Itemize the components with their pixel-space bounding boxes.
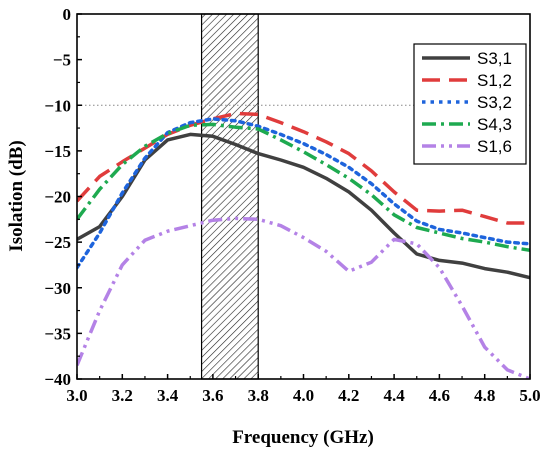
legend-box xyxy=(413,43,527,165)
y-tick-label: −20 xyxy=(44,188,71,207)
x-axis-title: Frequency (GHz) xyxy=(232,427,374,448)
x-tick-label: 4.4 xyxy=(383,386,405,405)
x-tick-label: 4.2 xyxy=(338,386,359,405)
x-tick-label: 3.4 xyxy=(157,386,179,405)
x-tick-label: 4.6 xyxy=(429,386,450,405)
series-line-4 xyxy=(77,216,530,379)
shaded-band-layer xyxy=(200,13,259,380)
y-tick-label: −5 xyxy=(53,51,71,70)
x-tick-label: 3.0 xyxy=(66,386,87,405)
y-tick-label: −30 xyxy=(44,279,71,298)
y-axis-title: Isolation (dB) xyxy=(6,140,27,251)
x-tick-label: 3.2 xyxy=(112,386,133,405)
x-tick-label: 5.0 xyxy=(519,386,540,405)
legend-label-0: S3,1 xyxy=(477,49,512,68)
x-tick-label: 4.8 xyxy=(474,386,495,405)
series-line-2 xyxy=(77,117,530,270)
y-tick-label: −10 xyxy=(44,96,71,115)
axes: 3.0 3.2 3.4 3.6 3.8 4.0 4.2 4.4 4.6 4.8 5.0 0 −5 −10 −… xyxy=(44,5,540,405)
y-tick-label: 0 xyxy=(63,5,72,24)
y-tick-label: −35 xyxy=(44,324,71,343)
series-line-3 xyxy=(77,122,530,253)
legend-label-1: S1,2 xyxy=(477,71,512,90)
y-tick-label: −15 xyxy=(44,142,71,161)
legend: S3,1 S1,2 S3,2 S4,3 S1,6 xyxy=(413,43,527,165)
x-tick-label: 4.0 xyxy=(293,386,314,405)
shaded-band xyxy=(200,13,259,380)
x-tick-label: 3.6 xyxy=(202,386,223,405)
x-tick-label: 3.8 xyxy=(248,386,269,405)
legend-label-2: S3,2 xyxy=(477,93,512,112)
series-layer xyxy=(77,111,530,379)
legend-label-3: S4,3 xyxy=(477,115,512,134)
y-tick-label: −40 xyxy=(44,370,71,389)
y-tick-label: −25 xyxy=(44,233,71,252)
legend-label-4: S1,6 xyxy=(477,137,512,156)
series-line-0 xyxy=(77,132,530,280)
